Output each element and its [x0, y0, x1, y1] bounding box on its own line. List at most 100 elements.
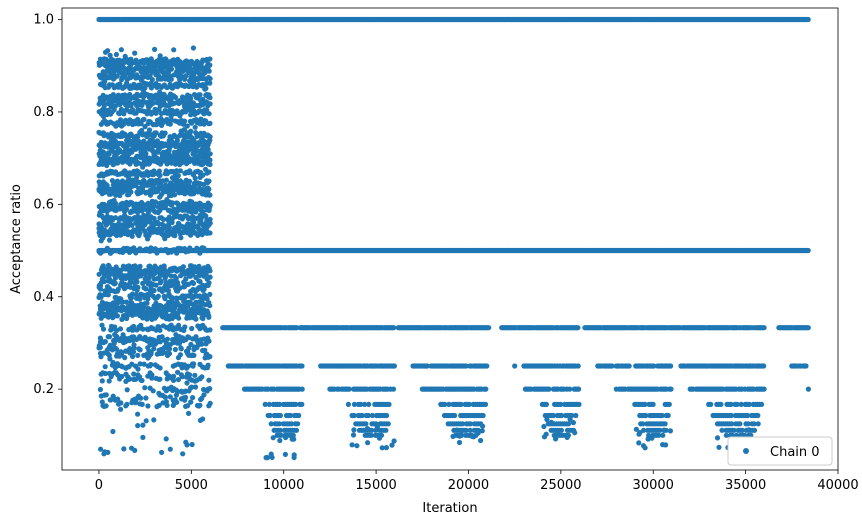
data-point	[484, 363, 490, 369]
data-point	[626, 363, 632, 369]
data-point	[657, 427, 663, 433]
data-point	[351, 427, 357, 433]
data-point	[345, 401, 351, 407]
data-point	[299, 363, 305, 369]
data-point	[573, 412, 579, 419]
data-point	[746, 401, 752, 407]
data-point	[761, 363, 767, 369]
data-point	[349, 442, 355, 448]
data-point	[299, 401, 305, 407]
data-point	[708, 401, 714, 407]
data-point	[363, 421, 369, 427]
data-point	[553, 436, 559, 442]
data-point	[564, 434, 570, 440]
data-point	[458, 432, 464, 438]
data-point	[351, 401, 358, 407]
data-point	[207, 80, 213, 86]
data-point	[364, 426, 371, 432]
data-point	[567, 416, 573, 422]
data-point	[755, 421, 761, 427]
data-point	[182, 118, 188, 124]
data-point	[276, 401, 283, 407]
data-point	[642, 401, 648, 407]
data-point	[386, 401, 392, 407]
data-point	[263, 455, 269, 461]
data-point	[467, 421, 474, 427]
data-point	[206, 68, 212, 74]
data-point	[469, 433, 475, 439]
data-point	[662, 421, 668, 427]
data-point	[173, 94, 179, 100]
data-point	[643, 412, 649, 419]
data-point	[207, 95, 213, 101]
data-point	[299, 386, 305, 392]
data-point	[719, 427, 725, 433]
data-point	[389, 442, 395, 448]
data-point	[575, 325, 581, 331]
data-point	[734, 401, 740, 407]
data-point	[351, 412, 357, 419]
data-point	[550, 412, 557, 419]
data-point	[723, 432, 730, 438]
data-point	[633, 426, 640, 432]
data-point	[737, 421, 743, 427]
data-point	[277, 427, 283, 433]
data-point	[168, 76, 174, 82]
data-point	[266, 401, 272, 407]
data-point	[207, 62, 213, 68]
data-point	[207, 56, 213, 62]
data-point	[141, 60, 147, 66]
data-point	[548, 419, 555, 425]
data-point	[668, 386, 674, 392]
data-point	[650, 401, 656, 407]
data-point	[137, 230, 143, 236]
data-point	[346, 386, 352, 392]
data-point	[270, 435, 276, 441]
data-point	[758, 401, 765, 407]
data-point	[207, 220, 213, 226]
data-point	[293, 401, 299, 407]
data-point	[169, 219, 175, 226]
data-point	[805, 325, 811, 331]
data-point	[365, 412, 371, 419]
data-point	[391, 363, 397, 369]
data-point	[755, 412, 761, 419]
data-point	[383, 427, 389, 433]
data-point	[207, 101, 213, 107]
data-point	[718, 401, 724, 407]
data-point	[480, 423, 486, 429]
data-point	[609, 363, 615, 369]
data-point	[483, 386, 489, 392]
data-point	[803, 363, 809, 369]
data-point	[385, 421, 391, 427]
data-point	[555, 428, 561, 435]
data-point	[467, 427, 473, 433]
data-point	[282, 451, 288, 457]
data-point	[543, 401, 550, 407]
data-point	[296, 412, 302, 419]
data-point	[379, 445, 385, 451]
data-point	[295, 421, 301, 427]
data-point	[456, 439, 463, 446]
data-point	[668, 363, 674, 369]
data-point	[384, 412, 390, 419]
data-point	[575, 363, 581, 369]
data-point	[354, 443, 360, 449]
data-point	[369, 427, 375, 433]
data-point	[156, 146, 162, 152]
data-point	[126, 65, 132, 71]
data-point	[288, 412, 294, 419]
data-point	[576, 401, 582, 407]
data-point	[640, 421, 646, 427]
data-point	[206, 111, 212, 117]
data-point	[175, 173, 181, 179]
data-point	[714, 435, 721, 441]
data-point	[576, 386, 582, 392]
data-point	[637, 430, 643, 436]
data-point	[666, 401, 672, 407]
data-point	[207, 204, 213, 210]
scatter-points	[96, 16, 812, 461]
data-point	[277, 437, 283, 444]
data-point	[391, 325, 397, 331]
data-point	[454, 427, 460, 433]
